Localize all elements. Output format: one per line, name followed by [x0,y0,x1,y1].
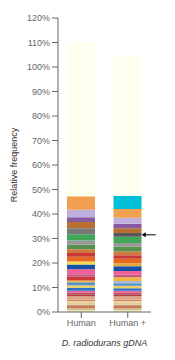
svg-text:60%: 60% [32,160,50,170]
svg-text:0%: 0% [37,307,50,317]
svg-text:120%: 120% [27,13,50,23]
svg-text:Relative frequency: Relative frequency [9,127,19,202]
svg-text:D. radiodurans gDNA: D. radiodurans gDNA [62,338,148,348]
svg-text:50%: 50% [32,185,50,195]
svg-text:Human +: Human + [109,318,146,328]
svg-text:70%: 70% [32,136,50,146]
svg-text:90%: 90% [32,87,50,97]
svg-text:100%: 100% [27,62,50,72]
svg-text:80%: 80% [32,111,50,121]
svg-text:Human: Human [67,318,96,328]
svg-text:30%: 30% [32,234,50,244]
svg-text:110%: 110% [28,38,50,48]
svg-text:10%: 10% [32,283,50,293]
svg-text:20%: 20% [32,258,50,268]
svg-text:40%: 40% [32,209,50,219]
